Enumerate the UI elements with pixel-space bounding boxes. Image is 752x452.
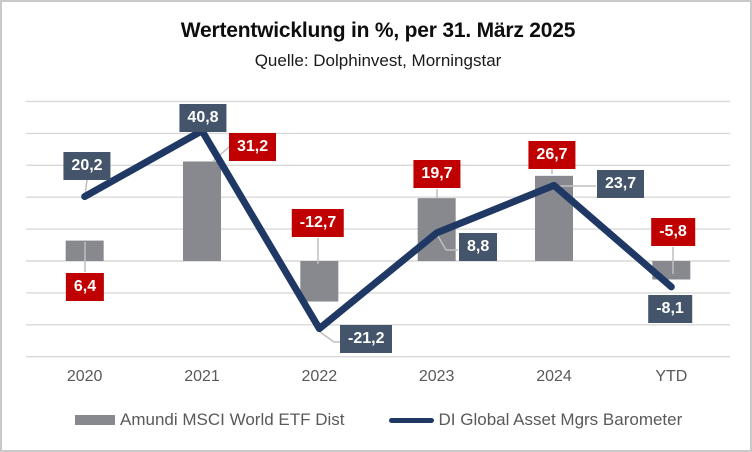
legend: Amundi MSCI World ETF Dist DI Global Ass… [75,410,682,430]
leader-line [319,331,340,343]
legend-label-amundi: Amundi MSCI World ETF Dist [120,410,345,429]
bar-series-swatch-icon [75,415,115,425]
bar-2022 [300,261,339,302]
chart-subtitle: Quelle: Dolphinvest, Morningstar [254,51,502,70]
chart-title: Wertentwicklung in %, per 31. März 2025 [180,19,576,42]
bar-2021 [183,161,221,261]
legend-label-barometer: DI Global Asset Mgrs Barometer [438,410,683,429]
legend-item-barometer: DI Global Asset Mgrs Barometer [388,410,683,430]
leader-line [437,235,458,251]
leader-line [211,146,230,163]
line-series-swatch-icon [388,417,434,423]
barometer-line [81,127,675,333]
legend-item-amundi: Amundi MSCI World ETF Dist [75,410,345,430]
